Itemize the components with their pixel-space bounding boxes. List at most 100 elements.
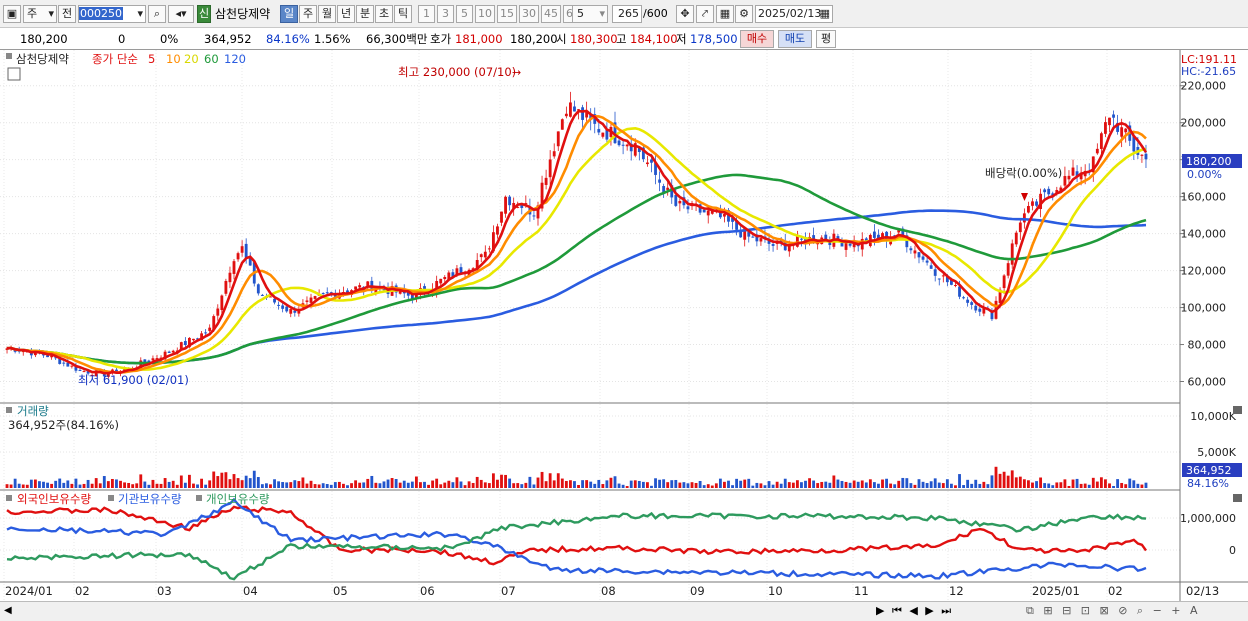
period-button[interactable]: 월: [318, 5, 336, 23]
candle-body: [70, 365, 74, 367]
volume-bar: [1006, 475, 1010, 488]
buy-button[interactable]: 매수: [740, 30, 774, 48]
period-button[interactable]: 초: [375, 5, 393, 23]
last-pct-label: 0.00%: [1187, 168, 1222, 181]
volume-bar: [479, 479, 483, 488]
volume-bar: [1132, 480, 1136, 488]
interval-button[interactable]: 5: [456, 5, 473, 23]
search-icon[interactable]: ⌕: [148, 5, 166, 23]
y-tick-label: 200,000: [1181, 117, 1227, 130]
low-annotation: 최저 61,900 (02/01): [78, 373, 189, 387]
candle-body: [1067, 175, 1071, 180]
stock-chart[interactable]: 220,000200,000180,000160,000140,000120,0…: [0, 50, 1248, 601]
period-button[interactable]: 주: [299, 5, 317, 23]
volume-bar: [974, 479, 978, 488]
candle-body: [560, 119, 564, 130]
volume-bar: [1051, 485, 1055, 488]
volume-bar: [970, 483, 974, 488]
interval-button[interactable]: 1: [418, 5, 435, 23]
period-button[interactable]: 일: [280, 5, 298, 23]
volume-bar: [196, 484, 199, 488]
trend-tool-icon[interactable]: ⤤: [696, 5, 714, 23]
interval-button[interactable]: 3: [437, 5, 454, 23]
candle-body: [260, 294, 264, 296]
volume-bar: [800, 482, 803, 488]
ma60-line: [6, 173, 1147, 365]
table-toggle-icon[interactable]: [7, 67, 21, 81]
volume-bar: [625, 486, 629, 488]
volume-bar: [350, 483, 353, 488]
sell-button[interactable]: 매도: [778, 30, 812, 48]
chart-scrollbar[interactable]: [0, 601, 1248, 621]
open: 180,300: [570, 32, 618, 46]
candle-body: [329, 292, 333, 294]
x-tick-label: 07: [501, 584, 516, 598]
scroll-left-icon[interactable]: ◀: [4, 605, 12, 616]
volume-bar: [451, 482, 455, 488]
stock-code-input[interactable]: 000250 ▾: [78, 5, 146, 23]
gear-icon[interactable]: ⚙: [735, 5, 753, 23]
volume-bar: [860, 480, 864, 488]
candle-body: [451, 272, 455, 278]
volume-bar: [487, 483, 491, 488]
pane-close-icon[interactable]: [1233, 406, 1242, 414]
period-button[interactable]: 분: [356, 5, 374, 23]
candle-body: [479, 254, 483, 258]
volume-bar: [256, 477, 260, 488]
volume-bar: [358, 482, 362, 488]
volume-bar: [601, 484, 605, 488]
volume-bar: [791, 482, 795, 488]
period-button[interactable]: 틱: [394, 5, 412, 23]
period-button[interactable]: 년: [337, 5, 355, 23]
volume-bar: [208, 480, 212, 488]
interval-button[interactable]: 10: [475, 5, 495, 23]
interval-select[interactable]: 5 ▾: [572, 5, 608, 23]
count-input[interactable]: 265: [612, 5, 642, 23]
change: 0: [118, 32, 126, 46]
volume-bar: [682, 482, 686, 488]
candle-body: [435, 280, 439, 292]
pane-close-icon[interactable]: [1233, 494, 1242, 502]
volume-bar: [629, 480, 633, 488]
interval-button[interactable]: 15: [497, 5, 517, 23]
date-input[interactable]: 2025/02/13 ▦: [755, 5, 833, 23]
candle-body: [962, 297, 965, 299]
window-menu-icon[interactable]: ▣: [3, 5, 21, 23]
x-tick-label: 02: [1108, 584, 1123, 598]
volume-bar: [431, 480, 435, 488]
candle-body: [13, 349, 17, 352]
eval-button[interactable]: 평: [816, 30, 836, 48]
legend-square-icon: [196, 495, 202, 501]
candle-body: [670, 185, 674, 198]
candle-body: [147, 360, 151, 363]
prev-button[interactable]: 전: [58, 5, 76, 23]
scroll-controls[interactable]: ▶ ⏮ ◀ ▶ ⏭: [876, 604, 954, 617]
volume-bar: [690, 482, 694, 488]
zoom-tools[interactable]: ⧉ ⊞ ⊟ ⊡ ⊠ ⊘ ⌕ − + A: [1026, 604, 1201, 617]
volume-bar: [925, 483, 929, 488]
candle-body: [1124, 128, 1128, 133]
volume-bar: [33, 479, 37, 488]
candle-body: [17, 350, 21, 352]
interval-button[interactable]: 30: [519, 5, 539, 23]
volume-bar: [500, 474, 503, 488]
volume-bar: [402, 480, 406, 488]
volume-bar: [110, 478, 114, 488]
market-select[interactable]: 주 ▾: [23, 5, 57, 23]
candle-body: [848, 243, 852, 246]
volume-bar: [82, 483, 86, 488]
interval-button[interactable]: 45: [541, 5, 561, 23]
crosshair-icon[interactable]: ✥: [676, 5, 694, 23]
speaker-icon[interactable]: ◂▾: [168, 5, 194, 23]
candle-body: [593, 114, 597, 124]
candle-body: [569, 102, 572, 117]
ma20-line: [6, 126, 1147, 372]
volume-bar: [127, 482, 131, 488]
candle-body: [90, 374, 94, 376]
candle-body: [731, 217, 734, 222]
candle-body: [106, 373, 110, 377]
grid-icon[interactable]: ▦: [716, 5, 734, 23]
candle-body: [674, 195, 678, 206]
legend-ma60: 60: [204, 52, 219, 66]
volume-bar: [775, 481, 779, 488]
